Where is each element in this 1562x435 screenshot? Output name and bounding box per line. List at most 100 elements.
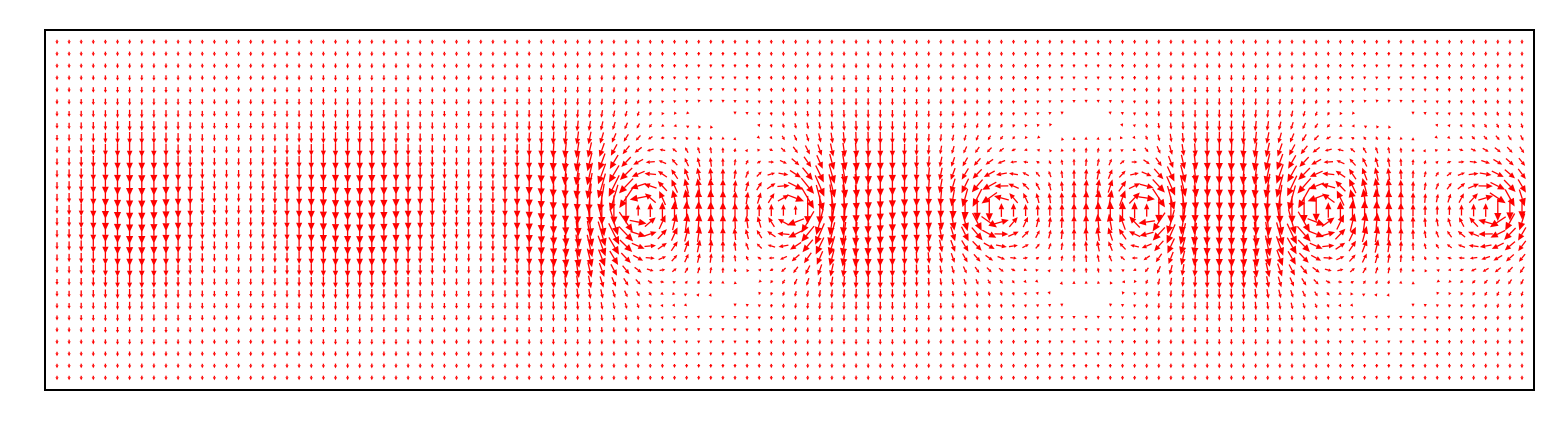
quiver-arrow bbox=[987, 123, 991, 129]
quiver-arrow bbox=[67, 63, 71, 69]
quiver-arrow bbox=[1084, 88, 1088, 92]
quiver-arrow bbox=[1290, 121, 1294, 130]
arrow-head bbox=[381, 138, 387, 144]
quiver-arrow bbox=[1338, 39, 1342, 45]
arrow-head bbox=[1072, 100, 1076, 103]
arrow-head bbox=[769, 136, 773, 140]
quiver-arrow bbox=[878, 39, 882, 45]
arrow-shaft bbox=[1013, 136, 1016, 138]
quiver-arrow bbox=[1388, 125, 1392, 129]
arrow-head bbox=[1061, 137, 1065, 141]
quiver-arrow bbox=[1216, 131, 1222, 145]
quiver-arrow bbox=[685, 76, 689, 80]
quiver-arrow bbox=[128, 98, 132, 106]
arrow-head bbox=[358, 90, 362, 94]
quiver-arrow bbox=[55, 39, 59, 45]
quiver-arrow bbox=[733, 137, 737, 141]
arrow-head bbox=[381, 150, 387, 157]
arrow-head bbox=[963, 113, 967, 117]
quiver-arrow bbox=[369, 143, 375, 157]
quiver-arrow bbox=[382, 39, 386, 45]
arrow-head bbox=[1169, 65, 1173, 69]
arrow-head bbox=[67, 53, 71, 57]
arrow-shaft bbox=[613, 121, 616, 127]
quiver-arrow bbox=[1472, 39, 1476, 45]
arrow-head bbox=[939, 77, 943, 81]
quiver-arrow bbox=[975, 75, 979, 81]
arrow-shaft bbox=[1206, 163, 1208, 177]
arrow-head bbox=[902, 102, 907, 106]
arrow-head bbox=[793, 77, 798, 81]
arrow-head bbox=[1423, 76, 1427, 80]
quiver-arrow bbox=[600, 51, 604, 57]
quiver-arrow bbox=[599, 132, 605, 144]
arrow-head bbox=[1278, 102, 1282, 106]
arrow-head bbox=[128, 102, 132, 106]
arrow-head bbox=[806, 65, 810, 69]
quiver-arrow bbox=[249, 99, 253, 105]
arrow-head bbox=[927, 77, 931, 81]
arrow-head bbox=[999, 112, 1004, 117]
quiver-arrow bbox=[636, 87, 640, 93]
quiver-arrow bbox=[1472, 63, 1476, 69]
arrow-head bbox=[297, 77, 301, 81]
quiver-arrow bbox=[660, 51, 664, 57]
arrow-head bbox=[1266, 114, 1270, 118]
quiver-arrow bbox=[1181, 110, 1185, 118]
arrow-head bbox=[394, 53, 398, 57]
arrow-head bbox=[55, 138, 59, 141]
arrow-head bbox=[999, 65, 1003, 69]
arrow-head bbox=[1120, 76, 1125, 80]
quiver-arrow bbox=[515, 121, 519, 131]
arrow-shaft bbox=[576, 120, 579, 127]
quiver-arrow bbox=[709, 52, 713, 56]
quiver-arrow bbox=[902, 121, 907, 131]
arrow-head bbox=[285, 101, 289, 105]
arrow-head bbox=[1508, 53, 1512, 57]
arrow-head bbox=[491, 138, 495, 142]
arrow-head bbox=[115, 53, 120, 57]
quiver-arrow bbox=[939, 51, 943, 57]
arrow-shaft bbox=[830, 132, 833, 139]
quiver-arrow bbox=[1036, 39, 1040, 45]
quiver-arrow bbox=[1145, 123, 1149, 129]
arrow-head bbox=[91, 126, 95, 130]
arrow-head bbox=[539, 114, 543, 119]
quiver-arrow bbox=[139, 132, 145, 144]
quiver-arrow bbox=[454, 146, 459, 154]
arrow-head bbox=[152, 65, 156, 69]
quiver-arrow bbox=[1387, 64, 1391, 68]
arrow-shaft bbox=[1507, 135, 1511, 139]
arrow-head bbox=[963, 41, 967, 45]
quiver-arrow bbox=[115, 63, 120, 69]
arrow-head bbox=[686, 111, 690, 115]
arrow-head bbox=[418, 77, 422, 81]
quiver-arrow bbox=[673, 100, 677, 104]
quiver-arrow bbox=[152, 75, 156, 81]
arrow-head bbox=[1496, 136, 1500, 141]
quiver-arrow bbox=[1036, 64, 1040, 68]
quiver-arrow bbox=[805, 133, 810, 142]
arrow-head bbox=[212, 53, 216, 57]
quiver-arrow bbox=[454, 111, 459, 117]
arrow-head bbox=[333, 90, 338, 93]
arrow-shaft bbox=[1303, 122, 1307, 127]
arrow-head bbox=[1363, 53, 1367, 56]
quiver-arrow bbox=[1240, 131, 1247, 145]
arrow-head bbox=[1108, 53, 1112, 56]
arrow-head bbox=[951, 41, 955, 45]
quiver-arrow bbox=[285, 110, 289, 118]
arrow-head bbox=[1338, 88, 1343, 92]
quiver-arrow bbox=[854, 39, 858, 45]
arrow-shaft bbox=[1254, 131, 1258, 139]
arrow-head bbox=[890, 53, 894, 57]
arrow-head bbox=[55, 113, 59, 117]
arrow-head bbox=[1217, 65, 1221, 69]
arrow-head bbox=[164, 90, 168, 93]
quiver-arrow bbox=[346, 63, 350, 69]
quiver-arrow bbox=[685, 52, 689, 56]
quiver-arrow bbox=[394, 39, 398, 45]
arrow-head bbox=[309, 53, 313, 57]
quiver-arrow bbox=[612, 87, 616, 93]
arrow-head bbox=[454, 138, 459, 142]
